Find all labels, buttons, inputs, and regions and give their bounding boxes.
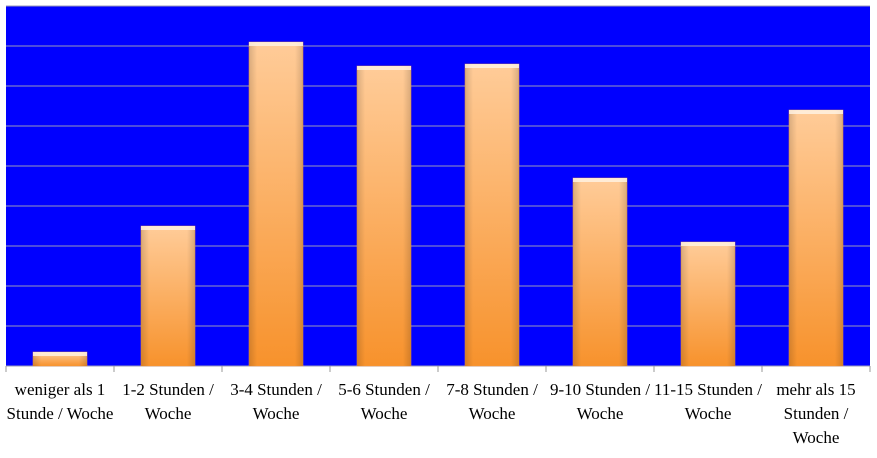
bar-shade xyxy=(681,242,735,366)
bar xyxy=(464,63,520,367)
x-tick-label: 7-8 Stunden / Woche xyxy=(446,380,538,423)
bar-shade xyxy=(357,66,411,366)
bar xyxy=(32,351,88,367)
bar-shade xyxy=(789,110,843,366)
bar-cap xyxy=(789,110,843,114)
x-tick-label: 1-2 Stunden / Woche xyxy=(122,380,214,423)
bar-cap xyxy=(681,242,735,246)
bar xyxy=(572,177,628,367)
bar xyxy=(788,109,844,367)
bar-cap xyxy=(249,42,303,46)
bar-shade xyxy=(573,178,627,366)
chart xyxy=(5,5,871,372)
bar-cap xyxy=(141,226,195,230)
x-tick-label: 11-15 Stunden / Woche xyxy=(654,380,762,423)
bar xyxy=(680,241,736,367)
bar-shade xyxy=(141,226,195,366)
bar xyxy=(248,41,304,367)
bar-cap xyxy=(33,352,87,356)
bar-cap xyxy=(573,178,627,182)
bar-cap xyxy=(465,64,519,68)
bar-shade xyxy=(249,42,303,366)
bar xyxy=(140,225,196,367)
x-tick-label: 9-10 Stunden / Woche xyxy=(549,380,651,423)
x-tick-label: 5-6 Stunden / Woche xyxy=(338,380,430,423)
x-tick-label: mehr als 15 Stunden / Woche xyxy=(776,380,856,447)
x-tick-label: 3-4 Stunden / Woche xyxy=(230,380,322,423)
bar xyxy=(356,65,412,367)
x-tick-label: weniger als 1 Stunde / Woche xyxy=(6,380,114,423)
plot-area xyxy=(6,6,870,366)
bar-cap xyxy=(357,66,411,70)
bar-shade xyxy=(465,64,519,366)
